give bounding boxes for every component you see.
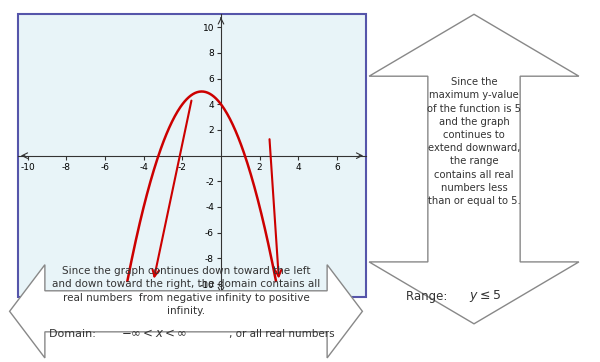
Text: Range:: Range: bbox=[406, 290, 451, 303]
Text: $y \leq 5$: $y \leq 5$ bbox=[469, 288, 502, 304]
Text: Since the
maximum y-value
of the function is 5
and the graph
continues to
extend: Since the maximum y-value of the functio… bbox=[427, 77, 521, 206]
Text: Since the graph continues down toward the left
and down toward the right, the do: Since the graph continues down toward th… bbox=[52, 266, 320, 316]
Text: $-\infty < x < \infty$: $-\infty < x < \infty$ bbox=[121, 327, 187, 340]
Polygon shape bbox=[10, 265, 362, 358]
Bar bbox=[18, 14, 366, 297]
Text: Domain:: Domain: bbox=[49, 329, 100, 338]
Text: , or all real numbers: , or all real numbers bbox=[229, 329, 335, 338]
Polygon shape bbox=[369, 14, 579, 324]
